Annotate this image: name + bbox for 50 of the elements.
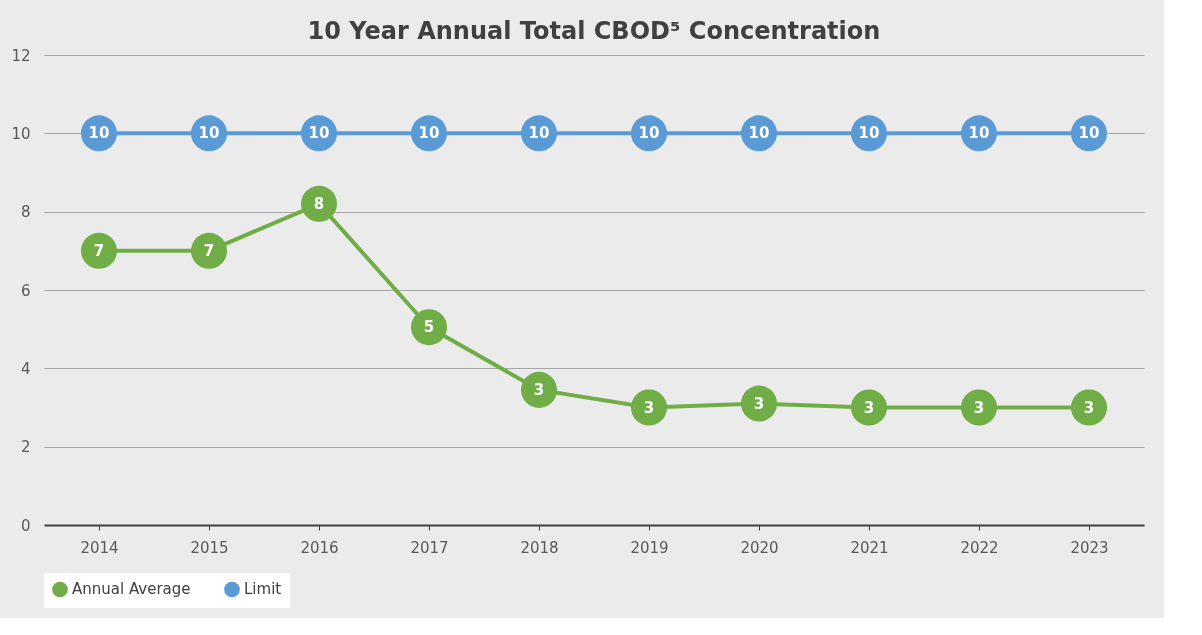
- y-tick-label: 8: [20, 203, 31, 222]
- y-tick-label: 10: [11, 124, 31, 143]
- data-label: 10: [198, 124, 220, 143]
- point: [520, 371, 558, 408]
- point: [960, 389, 998, 426]
- data-label: 10: [528, 124, 550, 143]
- chart-title: 10 Year Annual Total CBOD⁵ Concentration: [307, 17, 881, 45]
- data-label: 10: [968, 124, 990, 143]
- point: [80, 232, 118, 269]
- data-label: 10: [748, 124, 770, 143]
- data-label: 3: [1083, 398, 1095, 417]
- x-tick-label: 2015: [190, 538, 229, 557]
- y-tick-label: 2: [20, 438, 31, 457]
- data-label: 10: [858, 124, 880, 143]
- data-label: 3: [753, 394, 765, 413]
- data-label: 10: [638, 124, 660, 143]
- x-tick-label: 2022: [960, 538, 999, 557]
- x-tick-label: 2020: [740, 538, 779, 557]
- data-label: 7: [93, 241, 105, 260]
- data-label: 10: [1078, 124, 1100, 143]
- point: [410, 309, 448, 346]
- y-tick-label: 0: [20, 516, 31, 535]
- data-label: 10: [418, 124, 440, 143]
- data-label: 3: [973, 398, 985, 417]
- x-tick-label: 2018: [520, 538, 559, 557]
- point: [1070, 389, 1108, 426]
- x-tick-label: 2014: [80, 538, 119, 557]
- data-label: 7: [203, 241, 215, 260]
- y-tick-label: 6: [20, 281, 31, 300]
- data-label: 8: [313, 194, 325, 213]
- data-label: 3: [533, 380, 545, 399]
- data-label: 10: [308, 124, 330, 143]
- data-label: 10: [88, 124, 110, 143]
- point: [300, 185, 338, 222]
- legend-label: Annual Average: [72, 580, 191, 599]
- point: [740, 385, 778, 422]
- x-tick-label: 2023: [1070, 538, 1109, 557]
- legend-label: Limit: [244, 580, 282, 599]
- data-label: 5: [423, 318, 435, 337]
- data-label: 3: [643, 398, 655, 417]
- y-tick-label: 12: [11, 46, 31, 65]
- x-tick-label: 2021: [850, 538, 889, 557]
- x-tick-label: 2019: [630, 538, 669, 557]
- point: [850, 389, 888, 426]
- y-tick-label: 4: [20, 359, 31, 378]
- point: [630, 389, 668, 426]
- x-tick-label: 2017: [410, 538, 449, 557]
- point: [190, 232, 228, 269]
- x-tick-label: 2016: [300, 538, 339, 557]
- data-label: 3: [863, 398, 875, 417]
